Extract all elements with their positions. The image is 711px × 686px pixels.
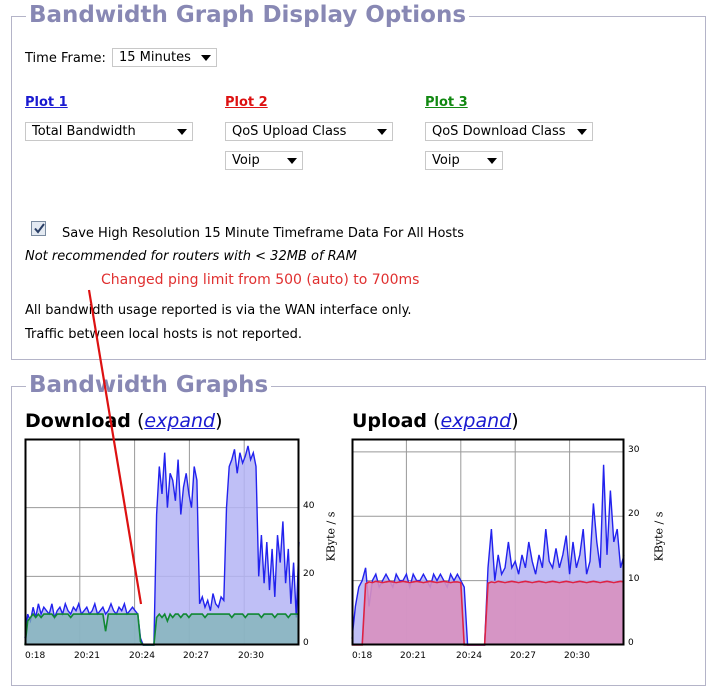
chevron-down-icon [177, 129, 187, 135]
plot-2-sub-select[interactable]: Voip [225, 151, 303, 170]
wan-info-text: All bandwidth usage reported is via the … [25, 303, 412, 318]
ram-warning: Not recommended for routers with < 32MB … [25, 249, 357, 264]
x-tick-label: 20:27 [183, 651, 209, 661]
chevron-down-icon [577, 129, 587, 135]
plot-1-title: Plot 1 [25, 95, 68, 110]
y-tick-label: 0 [303, 638, 309, 648]
plot-1-value: Total Bandwidth [32, 124, 136, 139]
series-1-line [351, 464, 625, 646]
y-tick-label: 20 [303, 569, 315, 580]
x-tick-label: 20:21 [400, 651, 426, 661]
upload-heading: Upload (expand) [352, 410, 519, 432]
download-title: Download [25, 410, 131, 432]
plot-3-value: QoS Download Class [432, 124, 566, 139]
series-1-line [24, 445, 300, 646]
local-hosts-info-text: Traffic between local hosts is not repor… [25, 327, 302, 342]
plot-3-sub-select[interactable]: Voip [425, 151, 503, 170]
x-tick-label: 0:18 [25, 651, 46, 661]
plot-2-title: Plot 2 [225, 95, 268, 110]
series-2-area [25, 614, 299, 645]
save-high-res-label: Save High Resolution 15 Minute Timeframe… [62, 226, 465, 241]
y-tick-label: 10 [628, 573, 640, 584]
save-high-res-checkbox[interactable] [31, 221, 46, 236]
ping-limit-annotation: Changed ping limit from 500 (auto) to 70… [101, 272, 420, 288]
series-2-area [352, 581, 624, 645]
upload-chart [351, 438, 625, 646]
plot-2-select[interactable]: QoS Upload Class [225, 122, 393, 141]
download-heading: Download (expand) [25, 410, 223, 432]
upload-expand-link[interactable]: expand [440, 410, 512, 432]
plot-3-select[interactable]: QoS Download Class [425, 122, 593, 141]
y-tick-label: 30 [628, 444, 640, 455]
y-tick-label: 40 [303, 500, 315, 511]
chevron-down-icon [487, 158, 497, 164]
chart-border [24, 438, 300, 646]
time-frame-value: 15 Minutes [119, 50, 191, 65]
series-2-line [24, 612, 299, 646]
x-tick-label: 20:24 [129, 651, 155, 661]
chevron-down-icon [287, 158, 297, 164]
y-tick-label: 0 [628, 638, 634, 648]
x-tick-label: 20:24 [456, 651, 482, 661]
plot-1-select[interactable]: Total Bandwidth [25, 122, 193, 141]
series-2-line [352, 580, 625, 646]
bandwidth-graphs-legend: Bandwidth Graphs [26, 371, 272, 399]
plot-2-value: QoS Upload Class [232, 124, 347, 139]
time-frame-select[interactable]: 15 Minutes [112, 48, 217, 67]
series-1-area [25, 445, 299, 645]
x-tick-label: 20:30 [238, 651, 264, 661]
chevron-down-icon [201, 55, 211, 61]
plot-3-title: Plot 3 [425, 95, 468, 110]
checkmark-icon [34, 223, 45, 234]
expand-close-paren: ) [511, 410, 519, 432]
upload-title: Upload [352, 410, 428, 432]
x-tick-label: 0:18 [352, 651, 373, 661]
expand-close-paren: ) [215, 410, 223, 432]
x-tick-label: 20:27 [510, 651, 536, 661]
plot-2-sub-value: Voip [232, 153, 260, 168]
chart-border [351, 438, 625, 646]
expand-open-paren: ( [433, 410, 441, 432]
download-expand-link[interactable]: expand [144, 410, 216, 432]
download-chart [24, 438, 300, 646]
x-tick-label: 20:21 [74, 651, 100, 661]
y-tick-label: 20 [628, 509, 640, 520]
x-tick-label: 20:30 [564, 651, 590, 661]
time-frame-label: Time Frame: [25, 51, 106, 66]
display-options-legend: Bandwidth Graph Display Options [26, 1, 470, 29]
plot-3-sub-value: Voip [432, 153, 460, 168]
expand-open-paren: ( [136, 410, 145, 432]
chevron-down-icon [377, 129, 387, 135]
